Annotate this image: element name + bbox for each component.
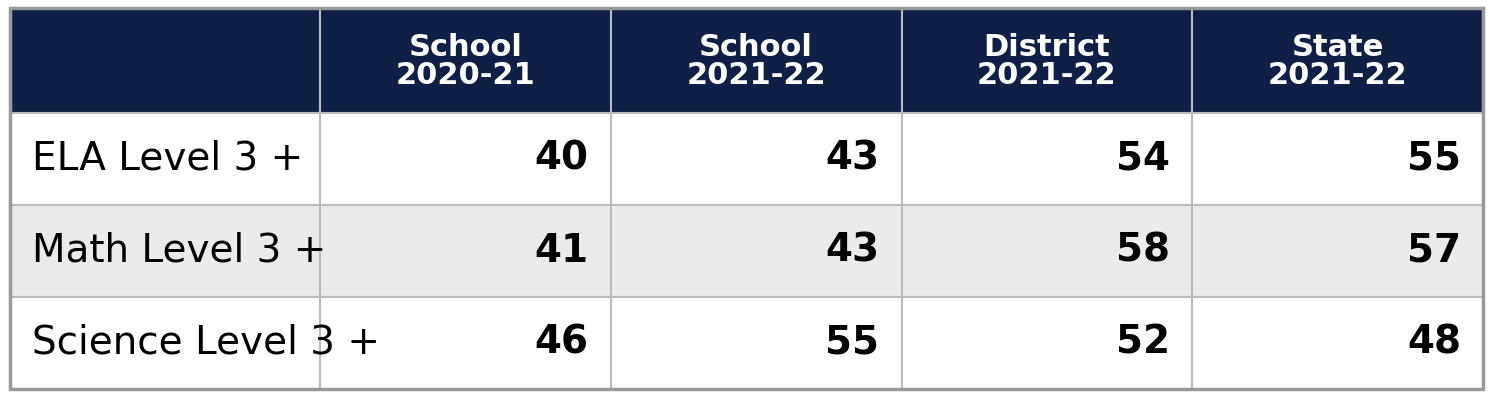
Bar <box>902 113 1193 205</box>
Bar <box>1193 8 1483 113</box>
Bar <box>902 205 1193 297</box>
Bar <box>10 297 320 389</box>
Text: School: School <box>699 33 814 62</box>
Text: 43: 43 <box>826 232 879 270</box>
Text: 2021-22: 2021-22 <box>687 61 826 90</box>
Text: 43: 43 <box>826 140 879 178</box>
Text: ELA Level 3 +: ELA Level 3 + <box>31 140 303 178</box>
Text: State: State <box>1291 33 1384 62</box>
Text: School: School <box>409 33 523 62</box>
Text: Science Level 3 +: Science Level 3 + <box>31 324 381 362</box>
Text: 40: 40 <box>534 140 588 178</box>
Bar <box>611 8 902 113</box>
Bar <box>320 8 611 113</box>
Bar <box>902 8 1193 113</box>
Text: 2021-22: 2021-22 <box>1268 61 1408 90</box>
Text: 41: 41 <box>534 232 588 270</box>
Bar <box>320 113 611 205</box>
Bar <box>10 8 320 113</box>
Bar <box>1193 297 1483 389</box>
Text: 58: 58 <box>1117 232 1171 270</box>
Bar <box>320 205 611 297</box>
Text: 2021-22: 2021-22 <box>976 61 1117 90</box>
Bar <box>902 297 1193 389</box>
Text: 54: 54 <box>1117 140 1171 178</box>
Bar <box>611 205 902 297</box>
Bar <box>611 297 902 389</box>
Text: District: District <box>984 33 1111 62</box>
Text: 57: 57 <box>1406 232 1462 270</box>
Text: 55: 55 <box>1406 140 1462 178</box>
Text: 48: 48 <box>1406 324 1462 362</box>
Bar <box>611 113 902 205</box>
Bar <box>10 205 320 297</box>
Bar <box>320 297 611 389</box>
Text: 2020-21: 2020-21 <box>396 61 536 90</box>
Bar <box>10 113 320 205</box>
Bar <box>1193 113 1483 205</box>
Bar <box>1193 205 1483 297</box>
Text: 55: 55 <box>826 324 879 362</box>
Text: 46: 46 <box>534 324 588 362</box>
Text: 52: 52 <box>1117 324 1171 362</box>
Text: Math Level 3 +: Math Level 3 + <box>31 232 327 270</box>
